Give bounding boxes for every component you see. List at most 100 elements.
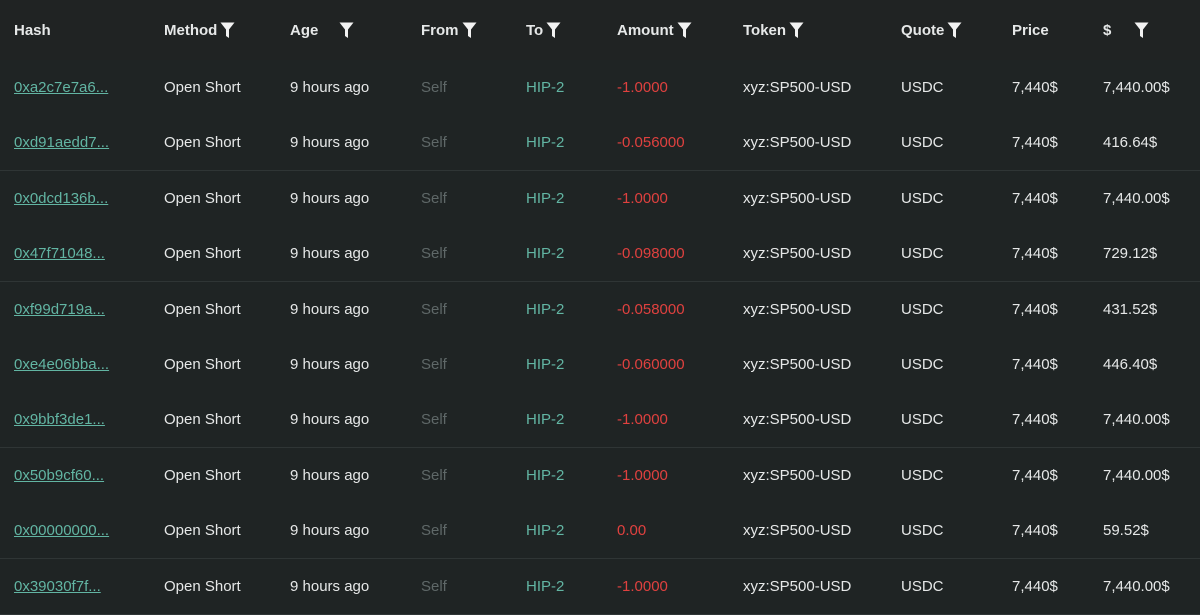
cell-wrap: 7,440$ [1012,448,1058,503]
table-row: 0xe4e06bba... Open Short 9 hours ago Self HI… [0,337,1200,393]
column-header: $ [1103,0,1111,60]
amount: -0.058000 [617,300,685,318]
age: 9 hours ago [290,300,370,318]
cell-wrap: 431.52$ [1103,282,1157,337]
cell-wrap: USDC [901,60,944,115]
cell-wrap: Self [421,392,447,447]
filter-icon[interactable] [677,22,692,39]
column-header: Method [164,0,235,60]
quote: USDC [901,522,944,540]
method: Open Short [164,79,241,96]
amount: 0.00 [617,522,647,540]
cell-wrap: 0x0dcd136b... [14,171,108,226]
cell-wrap: 7,440$ [1012,559,1058,614]
cell-wrap: 9 hours ago [290,282,369,337]
cell-wrap: -0.098000 [617,226,685,281]
cell-wrap: -1.0000 [617,559,668,614]
cell-wrap: Self [421,337,447,392]
to: HIP-2 [526,245,565,263]
cell-wrap: -0.060000 [617,337,685,392]
cell-wrap: HIP-2 [526,559,564,614]
to: HIP-2 [526,189,565,207]
table-row: 0x00000000... Open Short 9 hours ago Self HI… [0,503,1200,560]
cell-wrap: Self [421,171,447,226]
cell-wrap: 0x00000000... [14,503,109,558]
price: 7,440$ [1012,245,1058,263]
token: xyz:SP500-USD [743,79,852,96]
price: 7,440$ [1012,466,1058,484]
cell-wrap: HIP-2 [526,171,564,226]
usd-value: 7,440.00$ [1103,577,1170,595]
cell-wrap: 7,440.00$ [1103,559,1170,614]
token: xyz:SP500-USD [743,356,852,373]
from: Self [421,134,447,152]
filter-icon[interactable] [947,22,962,39]
amount: -0.098000 [617,245,685,263]
cell-wrap: Open Short [164,226,241,281]
tx-hash[interactable]: 0x00000000... [14,522,110,540]
cell-wrap: 9 hours ago [290,448,369,503]
tx-hash[interactable]: 0xf99d719a... [14,300,105,318]
usd-value: 431.52$ [1103,300,1158,318]
column-title: Token [743,21,787,39]
tx-hash[interactable]: 0xd91aedd7... [14,134,110,152]
cell-wrap: HIP-2 [526,226,564,281]
quote: USDC [901,300,944,318]
cell-wrap: Self [421,60,447,115]
method: Open Short [164,245,241,263]
filter-icon[interactable] [1134,22,1149,39]
tx-hash[interactable]: 0x50b9cf60... [14,466,105,484]
filter-icon[interactable] [220,22,235,39]
cell-wrap: xyz:SP500-USD [743,171,851,226]
filter-icon[interactable] [546,22,561,39]
cell-wrap: Self [421,115,447,170]
column-title: To [526,21,544,39]
cell-wrap: 729.12$ [1103,226,1157,281]
to: HIP-2 [526,356,565,373]
tx-hash[interactable]: 0x9bbf3de1... [14,411,105,429]
column-title: Age [290,21,319,39]
token: xyz:SP500-USD [743,577,852,595]
usd-value: 7,440.00$ [1103,189,1170,207]
filter-icon[interactable] [789,22,804,39]
cell-wrap: HIP-2 [526,337,564,392]
tx-hash[interactable]: 0x47f71048... [14,245,105,263]
tx-hash[interactable]: 0x0dcd136b... [14,189,109,207]
column-title: $ [1103,21,1112,39]
quote: USDC [901,411,944,429]
column-title: Quote [901,21,945,39]
tx-hash[interactable]: 0x39030f7f... [14,577,101,595]
table-header: Hash Method Age From To Amount Token Quote Price… [0,0,1200,61]
filter-icon[interactable] [462,22,477,39]
usd-value: 416.64$ [1103,134,1158,152]
cell-wrap: 0x9bbf3de1... [14,392,105,447]
column-header: Price [1012,0,1049,60]
token: xyz:SP500-USD [743,300,852,318]
column-header: Hash [14,0,51,60]
cell-wrap: 9 hours ago [290,60,369,115]
from: Self [421,522,447,540]
age: 9 hours ago [290,189,370,207]
table-row: 0xa2c7e7a6... Open Short 9 hours ago Self HI… [0,60,1200,116]
cell-wrap: USDC [901,503,944,558]
filter-icon[interactable] [339,22,354,39]
cell-wrap: 7,440$ [1012,171,1058,226]
token: xyz:SP500-USD [743,411,852,429]
cell-wrap: 7,440$ [1012,282,1058,337]
tx-hash[interactable]: 0xa2c7e7a6... [14,79,109,96]
age: 9 hours ago [290,79,370,96]
column-header: Age [290,0,318,60]
cell-wrap: Open Short [164,171,241,226]
cell-wrap: 7,440$ [1012,337,1058,392]
cell-wrap: Self [421,448,447,503]
amount: -0.060000 [617,356,685,373]
method: Open Short [164,356,241,373]
cell-wrap: USDC [901,392,944,447]
tx-hash[interactable]: 0xe4e06bba... [14,356,110,373]
age: 9 hours ago [290,134,370,152]
price: 7,440$ [1012,300,1058,318]
cell-wrap: xyz:SP500-USD [743,115,851,170]
cell-wrap: 7,440.00$ [1103,171,1170,226]
cell-wrap: 9 hours ago [290,171,369,226]
cell-wrap: 0xd91aedd7... [14,115,109,170]
